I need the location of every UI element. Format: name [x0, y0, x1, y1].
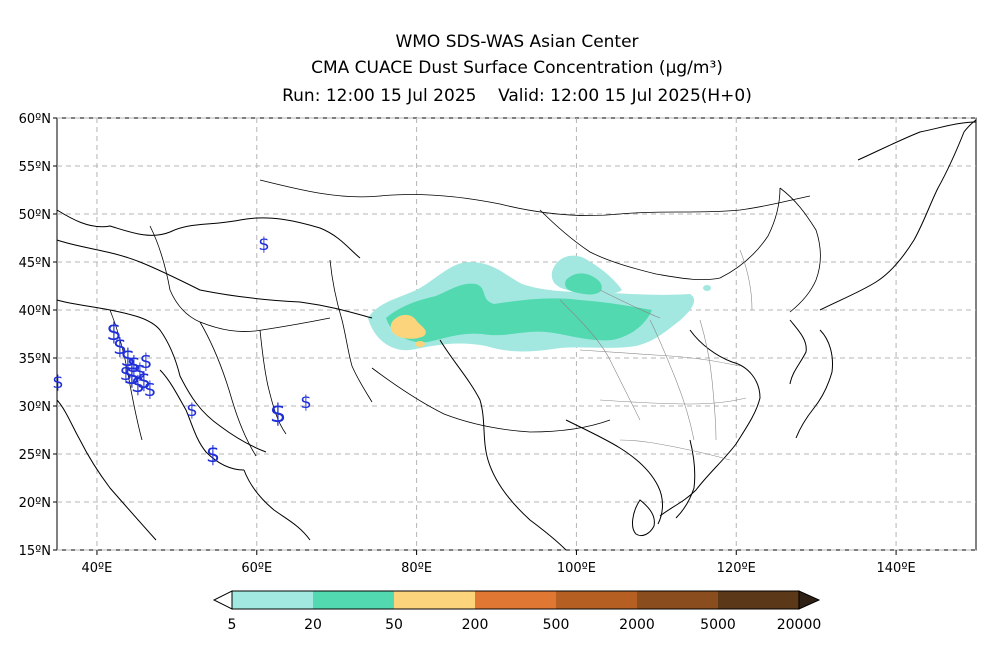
lon-tick-label: 40ºE: [82, 561, 113, 576]
lat-tick-label: 20ºN: [19, 496, 51, 511]
map-gridlines: [57, 117, 976, 551]
station-marker: $: [127, 353, 141, 378]
station-marker: $: [120, 344, 135, 372]
province-borders: [559, 249, 753, 461]
colorbar-over-arrow: [798, 590, 821, 610]
station-marker: $: [120, 361, 133, 385]
station-marker: $: [270, 399, 287, 429]
station-marker: $: [300, 392, 311, 413]
colorbar-segment: [232, 591, 313, 609]
colorbar-label: 5: [228, 617, 237, 633]
lat-tick-label: 30ºN: [19, 400, 51, 415]
map-subtitle: CMA CUACE Dust Surface Concentration (μg…: [311, 58, 723, 78]
longitude-axis: 40ºE 60ºE 80ºE 100ºE 120ºE 140ºE: [82, 550, 916, 576]
lat-tick-label: 15ºN: [19, 544, 51, 559]
colorbar-label: 20000: [777, 617, 822, 633]
station-marker: $: [113, 335, 127, 360]
colorbar-segment: [394, 591, 475, 609]
station-marker: $: [131, 373, 145, 398]
lon-tick-label: 100ºE: [557, 561, 596, 576]
dust-plume-speck-east: [703, 285, 711, 291]
colorbar-label: 200: [462, 617, 489, 633]
lat-tick-label: 55ºN: [19, 160, 51, 175]
colorbar-label: 500: [543, 617, 570, 633]
colorbar-label: 20: [304, 617, 322, 633]
dust-plume-high-core: [390, 314, 426, 339]
colorbar-segment: [313, 591, 394, 609]
coastlines: [56, 119, 977, 551]
station-marker: $: [52, 372, 63, 393]
lat-tick-label: 50ºN: [19, 208, 51, 223]
station-marker: $: [106, 318, 121, 346]
dust-plume-east-core: [565, 273, 602, 295]
station-marker: $: [140, 349, 153, 373]
station-marker: $: [134, 359, 147, 383]
map-title: WMO SDS-WAS Asian Center: [395, 32, 639, 52]
dust-plumes: [368, 255, 711, 352]
colorbar-legend: 5 20 50 200 500 2000 5000 20000: [212, 590, 822, 633]
station-marker: $: [258, 234, 269, 255]
dust-station-markers: $$$$$$$$$$$ $$$ $ $$: [52, 234, 311, 468]
station-marker: $: [186, 400, 197, 421]
station-marker: $: [206, 443, 220, 468]
lon-tick-label: 60ºE: [241, 561, 272, 576]
colorbar-segment: [475, 591, 556, 609]
dust-plume-taklimakan-core: [386, 283, 652, 343]
colorbar-label: 5000: [700, 617, 736, 633]
dust-plume-speck: [415, 341, 425, 347]
colorbar-label: 50: [385, 617, 403, 633]
run-valid-time: Run: 12:00 15 Jul 2025 Valid: 12:00 15 J…: [282, 86, 752, 106]
lat-tick-label: 25ºN: [19, 448, 51, 463]
station-marker: $: [124, 361, 141, 391]
country-borders: [109, 179, 821, 457]
lat-tick-label: 45ºN: [19, 256, 51, 271]
colorbar-outline: [231, 590, 800, 610]
lat-tick-label: 35ºN: [19, 352, 51, 367]
latitude-axis: 60ºN 55ºN 50ºN 45ºN 40ºN 35ºN 30ºN 25ºN 20ºN 15ºN: [19, 112, 57, 559]
colorbar-segment: [718, 591, 799, 609]
lat-tick-label: 40ºN: [19, 304, 51, 319]
station-marker: $: [144, 377, 157, 401]
colorbar-under-arrow: [212, 590, 233, 610]
colorbar-segment: [637, 591, 718, 609]
colorbar-segment: [556, 591, 637, 609]
station-marker: $: [137, 369, 151, 394]
lon-tick-label: 120ºE: [717, 561, 756, 576]
lon-tick-label: 80ºE: [401, 561, 432, 576]
colorbar-label: 2000: [619, 617, 655, 633]
lat-tick-label: 60ºN: [19, 112, 51, 127]
lon-tick-label: 140ºE: [877, 561, 916, 576]
